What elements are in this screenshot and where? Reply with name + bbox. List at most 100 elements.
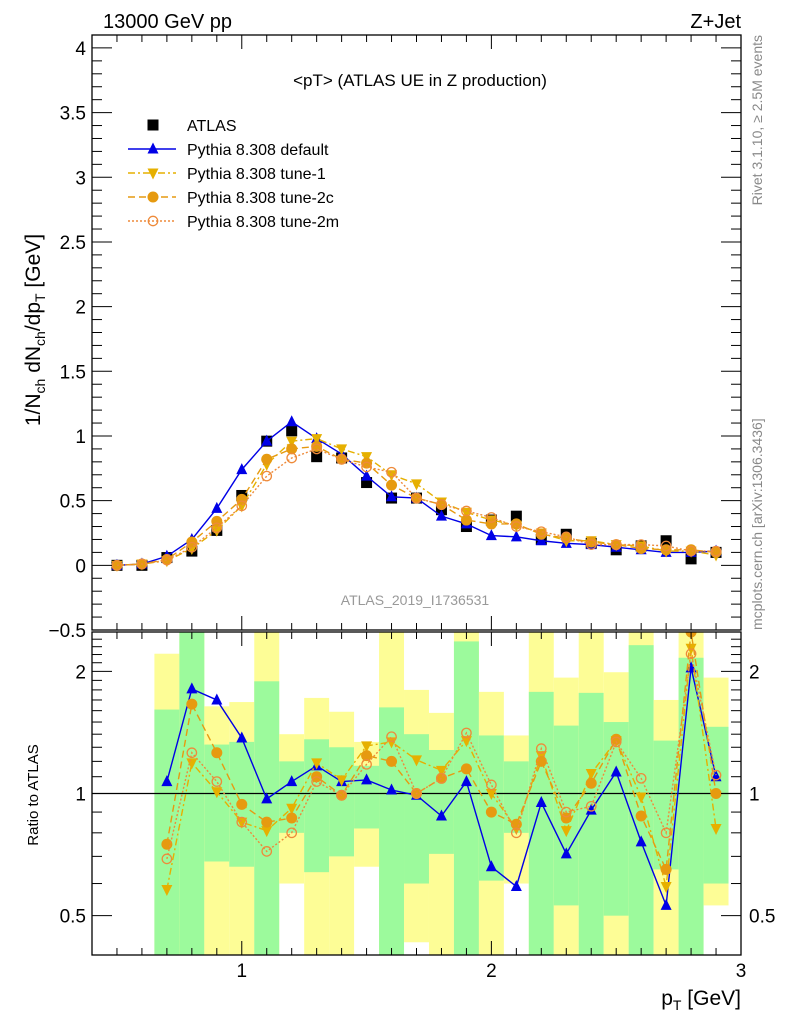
ratio-y-tick-label-right: 0.5 <box>749 907 775 928</box>
y-tick-label: 3.5 <box>60 104 86 125</box>
rivet-label: Rivet 3.1.10, ≥ 2.5M events <box>749 35 765 205</box>
main-point-pythia-8-308-tune-2m <box>211 522 223 534</box>
ratio-point-pythia-8-308-tune-2m <box>486 779 497 791</box>
header-right: Z+Jet <box>690 11 741 33</box>
ratio-point-pythia-8-308-tune-1 <box>485 789 497 800</box>
ratio-band-inner <box>428 749 454 854</box>
ratio-point-pythia-8-308-tune-2m <box>436 772 447 784</box>
y-tick-label: 2 <box>75 298 86 319</box>
ratio-point-pythia-8-308-tune-2c <box>236 798 248 810</box>
header-left: 13000 GeV pp <box>103 11 232 33</box>
y-tick-label: 1.5 <box>60 362 86 383</box>
main-point-pythia-8-308-default <box>361 469 373 481</box>
main-point-pythia-8-308-tune-2m <box>660 540 672 552</box>
main-point-pythia-8-308-tune-2m <box>635 539 647 550</box>
ratio-point-pythia-8-308-default <box>236 731 248 743</box>
ratio-point-pythia-8-308-tune-2c <box>361 750 373 762</box>
ratio-point-pythia-8-308-tune-2m <box>236 816 248 828</box>
ratio-point-pythia-8-308-tune-2c <box>585 777 597 789</box>
main-point-pythia-8-308-tune-2c <box>660 544 672 556</box>
ratio-point-pythia-8-308-tune-2m <box>361 758 372 770</box>
ratio-point-pythia-8-308-default <box>560 847 572 859</box>
main-point-pythia-8-308-tune-2m <box>436 499 447 510</box>
main-point-pythia-8-308-tune-2m <box>161 554 173 566</box>
main-point-atlas <box>361 477 373 489</box>
main-point-pythia-8-308-tune-2m <box>411 492 422 504</box>
legend-label-atlas: ATLAS <box>187 118 237 135</box>
y-axis-label-main: 1/Nch dNch/dpT [GeV] <box>22 234 48 426</box>
main-point-pythia-8-308-tune-2m <box>685 545 697 557</box>
main-point-pythia-8-308-tune-1 <box>411 479 422 491</box>
ratio-point-pythia-8-308-tune-1 <box>261 826 273 838</box>
ratio-point-pythia-8-308-tune-2m <box>585 800 597 812</box>
ratio-point-pythia-8-308-tune-1 <box>435 765 447 777</box>
ratio-point-pythia-8-308-tune-2c <box>161 838 173 850</box>
ratio-point-pythia-8-308-tune-2m <box>560 806 572 818</box>
main-point-pythia-8-308-tune-1 <box>311 434 323 446</box>
ratio-band-inner <box>204 744 230 862</box>
ratio-point-pythia-8-308-tune-2m <box>211 776 223 787</box>
ratio-point-pythia-8-308-tune-2m <box>411 788 422 799</box>
ratio-y-tick-label-left: 2 <box>75 662 86 683</box>
ratio-point-pythia-8-308-default <box>460 775 472 787</box>
main-point-pythia-8-308-tune-2m <box>186 541 198 553</box>
y-label-c: /dp <box>22 302 45 331</box>
main-point-pythia-8-308-tune-1 <box>286 436 298 448</box>
y-label-b-sub: ch <box>32 331 48 346</box>
y-label-b: dN <box>22 346 45 379</box>
ratio-point-pythia-8-308-tune-2c <box>485 806 497 818</box>
ratio-point-pythia-8-308-tune-2m <box>610 736 622 748</box>
main-point-pythia-8-308-tune-2m <box>336 453 347 465</box>
main-point-pythia-8-308-default <box>485 529 497 541</box>
legend-marker-pythia-8-308-tune-1 <box>147 168 159 180</box>
ratio-point-pythia-8-308-default <box>211 693 223 705</box>
ratio-point-pythia-8-308-default <box>485 860 497 872</box>
ratio-point-pythia-8-308-tune-2m <box>186 747 198 759</box>
ratio-band-inner <box>329 747 355 857</box>
ratio-point-pythia-8-308-tune-2c <box>660 863 672 875</box>
ratio-band-inner <box>179 632 205 955</box>
main-point-pythia-8-308-tune-2m <box>236 500 248 512</box>
ratio-point-pythia-8-308-tune-2c <box>535 755 547 767</box>
ratio-band-inner <box>379 707 405 955</box>
ratio-band-inner <box>528 691 554 955</box>
main-point-pythia-8-308-tune-2m <box>610 539 622 550</box>
y-axis-label-ratio: Ratio to ATLAS <box>25 744 42 845</box>
ratio-point-pythia-8-308-default <box>186 682 198 694</box>
main-point-atlas <box>311 451 323 463</box>
main-point-pythia-8-308-default <box>286 415 298 427</box>
x-axis-label: pT [GeV] <box>661 987 741 1013</box>
ratio-point-pythia-8-308-tune-2m <box>386 731 397 743</box>
ratio-point-pythia-8-308-tune-1 <box>336 775 348 787</box>
legend-label-pythia-8-308-tune-2c: Pythia 8.308 tune-2c <box>187 190 334 207</box>
legend-marker-atlas <box>147 119 159 131</box>
ratio-point-pythia-8-308-tune-2m <box>685 648 697 660</box>
main-point-pythia-8-308-tune-2m <box>386 466 397 478</box>
y-tick-label: 0.5 <box>60 492 86 513</box>
legend-marker-pythia-8-308-default <box>147 142 159 154</box>
x-label-a: p <box>661 987 673 1010</box>
ratio-point-pythia-8-308-tune-2m <box>535 743 547 754</box>
ratio-point-pythia-8-308-tune-1 <box>186 758 198 770</box>
y-label-d: [GeV] <box>22 234 45 294</box>
ratio-point-pythia-8-308-default <box>535 796 547 808</box>
ratio-point-pythia-8-308-tune-2c <box>435 772 447 784</box>
ratio-point-pythia-8-308-tune-1 <box>311 758 323 770</box>
ratio-point-pythia-8-308-tune-2m <box>660 827 672 839</box>
main-point-pythia-8-308-tune-2m <box>136 558 148 570</box>
ratio-point-pythia-8-308-tune-2c <box>286 812 298 824</box>
main-point-pythia-8-308-tune-2c <box>336 453 348 465</box>
main-point-pythia-8-308-default <box>211 501 223 513</box>
ratio-y-tick-label-right: 1 <box>749 785 760 806</box>
ratio-point-pythia-8-308-default <box>660 898 672 910</box>
main-point-atlas <box>286 425 298 437</box>
legend: ATLAS Pythia 8.308 default Pythia 8.308 tu… <box>128 118 339 231</box>
ratio-y-tick-label-left: 1 <box>75 785 86 806</box>
main-point-pythia-8-308-tune-2c <box>435 499 447 511</box>
main-point-pythia-8-308-default <box>435 509 447 521</box>
y-label-a-sub: ch <box>32 379 48 394</box>
main-point-pythia-8-308-tune-2m <box>111 559 123 571</box>
ratio-point-pythia-8-308-tune-2m <box>286 827 298 839</box>
chart-title: <pT> (ATLAS UE in Z production) <box>293 71 547 90</box>
legend-marker-pythia-8-308-tune-2c <box>147 191 159 203</box>
